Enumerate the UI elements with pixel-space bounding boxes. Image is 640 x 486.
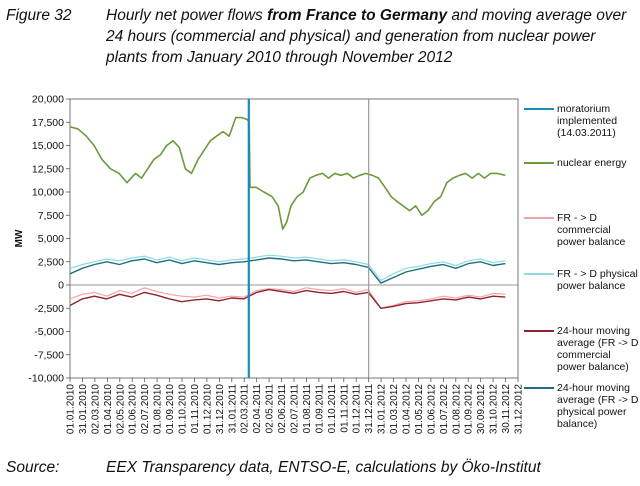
x-tick-label: 31.01.2012 bbox=[377, 384, 388, 434]
legend-label: 24-hour moving average (FR -> D commerci… bbox=[557, 325, 639, 373]
x-tick-label: 01.11.2010 bbox=[190, 384, 201, 434]
legend-label: FR - > D physical power balance bbox=[557, 268, 638, 292]
y-tick-label: 17,500 bbox=[32, 117, 64, 129]
source-label: Source: bbox=[6, 459, 60, 476]
x-tick-label: 01.08.2010 bbox=[153, 384, 164, 434]
x-tick-label: 01.08.2011 bbox=[302, 384, 313, 434]
x-tick-label: 01.03.2012 bbox=[389, 384, 400, 434]
y-tick-label: 2,500 bbox=[38, 256, 64, 268]
x-tick-label: 02.03.2010 bbox=[90, 384, 101, 434]
x-tick-label: 02.04.2011 bbox=[252, 384, 263, 434]
x-tick-label: 01.05.2012 bbox=[414, 384, 425, 434]
title-part-2: and moving average over 24 hours (commer… bbox=[106, 7, 627, 66]
legend-swatch bbox=[524, 162, 554, 164]
legend-swatch bbox=[524, 387, 554, 389]
series-line-4 bbox=[69, 257, 506, 284]
x-tick-label: 01.10.2011 bbox=[327, 384, 338, 434]
x-tick-label: 02.07.2010 bbox=[140, 384, 151, 434]
figure-title: Hourly net power flows from France to Ge… bbox=[106, 5, 636, 68]
y-tick-label: -5,000 bbox=[34, 326, 64, 338]
y-tick-label: 7,500 bbox=[38, 210, 64, 222]
x-tick-label: 31.01.2011 bbox=[227, 384, 238, 434]
x-tick-label: 01.01.2010 bbox=[66, 384, 77, 434]
legend-label: 24-hour moving average (FR -> D physical… bbox=[557, 382, 639, 430]
x-tick-label: 02.07.2011 bbox=[290, 384, 301, 434]
legend-swatch bbox=[524, 217, 554, 219]
x-tick-label: 01.06.2010 bbox=[128, 384, 139, 434]
x-tick-label: 02.03.2011 bbox=[240, 384, 251, 434]
x-tick-label: 01.06.2012 bbox=[426, 384, 437, 434]
y-tick-label: -7,500 bbox=[34, 349, 64, 361]
series-line-0 bbox=[69, 116, 506, 230]
x-tick-label: 31.12.2012 bbox=[514, 384, 525, 434]
legend-label: moratorium implemented (14.03.2011) bbox=[557, 103, 618, 139]
x-tick-label: 30.11.2012 bbox=[501, 384, 512, 434]
plot-frame bbox=[69, 98, 519, 379]
x-tick-label: 31.12.2010 bbox=[215, 384, 226, 434]
series-line-2 bbox=[69, 254, 506, 281]
title-part-1: Hourly net power flows bbox=[106, 7, 268, 24]
x-tick-label: 01.04.2012 bbox=[402, 384, 413, 434]
figure-label: Figure 32 bbox=[6, 7, 72, 24]
source-text: EEX Transparency data, ENTSO-E, calculat… bbox=[106, 459, 541, 476]
x-tick-label: 01.09.2012 bbox=[464, 384, 475, 434]
y-tick-label: -10,000 bbox=[28, 373, 64, 385]
y-tick-label: -2,500 bbox=[34, 303, 64, 315]
legend-label: nuclear energy bbox=[557, 157, 627, 169]
x-tick-label: 31.10.2012 bbox=[489, 384, 500, 434]
y-tick-label: 20,000 bbox=[32, 94, 64, 106]
x-tick-label: 01.12.2010 bbox=[202, 384, 213, 434]
x-tick-label: 01.04.2010 bbox=[103, 384, 114, 434]
series-line-1 bbox=[69, 287, 506, 309]
x-tick-label: 02.05.2011 bbox=[265, 384, 276, 434]
x-tick-label: 01.11.2011 bbox=[339, 384, 350, 433]
legend-swatch bbox=[524, 273, 554, 275]
x-tick-label: 01.09.2010 bbox=[165, 384, 176, 434]
y-tick-label: 12,500 bbox=[32, 163, 64, 175]
y-tick-label: 5,000 bbox=[38, 233, 64, 245]
x-tick-label: 02.06.2011 bbox=[277, 384, 288, 434]
legend-swatch bbox=[524, 330, 554, 332]
x-tick-label: 02.05.2010 bbox=[115, 384, 126, 434]
y-tick-label: 15,000 bbox=[32, 140, 64, 152]
x-tick-label: 01.12.2011 bbox=[352, 384, 363, 434]
x-tick-label: 01.09.2011 bbox=[314, 384, 325, 434]
legend-swatch bbox=[524, 108, 554, 110]
x-tick-label: 01.10.2010 bbox=[178, 384, 189, 434]
y-tick-label: 0 bbox=[58, 280, 64, 292]
x-tick-label: 01.07.2012 bbox=[439, 384, 450, 434]
y-axis-label: MW bbox=[14, 229, 25, 247]
y-tick-label: 10,000 bbox=[32, 187, 64, 199]
legend-label: FR - > D commercial power balance bbox=[557, 212, 626, 248]
series-line-3 bbox=[69, 288, 506, 309]
x-tick-label: 30.09.2012 bbox=[476, 384, 487, 434]
x-tick-label: 31.12.2011 bbox=[364, 384, 375, 434]
x-tick-label: 31.01.2010 bbox=[78, 384, 89, 434]
x-tick-label: 01.08.2012 bbox=[451, 384, 462, 434]
title-bold-part: from France to Germany bbox=[267, 7, 448, 24]
